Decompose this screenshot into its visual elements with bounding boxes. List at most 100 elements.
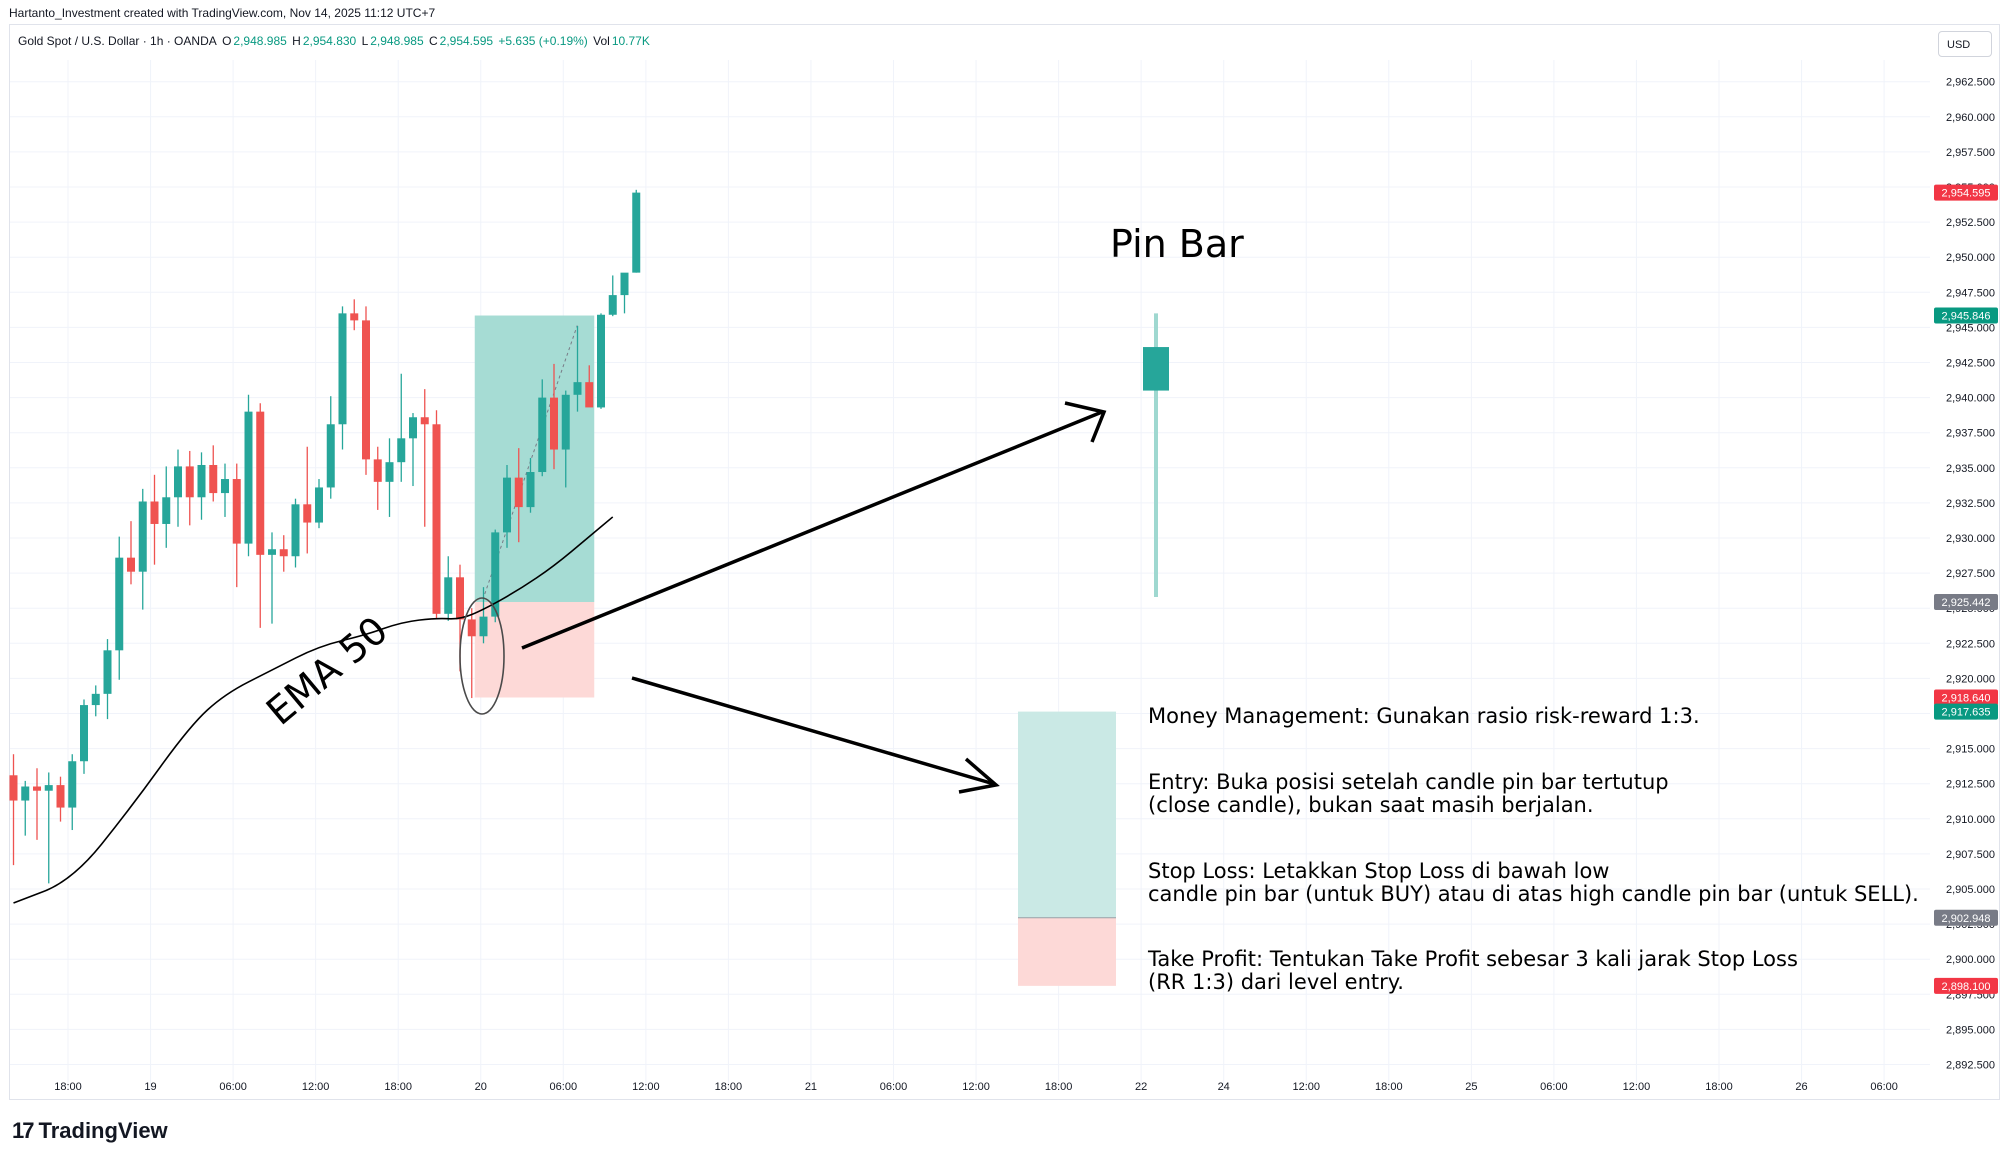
- pin-bar-highlight-ellipse: [459, 597, 505, 715]
- candle-body: [221, 479, 229, 494]
- high-value: 2,954.830: [302, 34, 357, 48]
- x-tick-label: 06:00: [1870, 1081, 1898, 1093]
- y-tick-label: 2,957.500: [1946, 147, 1995, 159]
- tradingview-logo-text: TradingView: [38, 1118, 168, 1143]
- x-tick-label: 06:00: [550, 1081, 578, 1093]
- price-badge-label: 2,945.846: [1942, 311, 1991, 323]
- candle-body: [80, 705, 88, 762]
- y-tick-label: 2,942.500: [1946, 358, 1995, 370]
- candle-body: [608, 295, 617, 315]
- price-badge: [1934, 184, 1998, 201]
- candle-body: [491, 532, 500, 617]
- y-tick-label: 2,927.500: [1946, 568, 1995, 580]
- take-profit-note: Take Profit: Tentukan Take Profit sebesa…: [1148, 948, 1798, 994]
- pin-bar-example-body: [1143, 347, 1169, 391]
- x-tick-label: 18:00: [715, 1081, 743, 1093]
- candle-body: [362, 320, 370, 460]
- stop-loss-line-2: candle pin bar (untuk BUY) atau di atas …: [1148, 882, 1919, 906]
- price-badge: [1934, 307, 1998, 324]
- x-tick-label: 18:00: [384, 1081, 412, 1093]
- x-tick-label: 12:00: [1292, 1081, 1320, 1093]
- x-tick-label: 26: [1795, 1081, 1807, 1093]
- x-tick-label: 18:00: [1375, 1081, 1403, 1093]
- candle-body: [209, 464, 218, 494]
- trade-path-line: [484, 325, 578, 595]
- candle-body: [514, 477, 523, 508]
- candle-body: [174, 466, 182, 498]
- price-badge: [1934, 703, 1998, 720]
- candle-body: [338, 313, 347, 425]
- candle-body: [197, 464, 206, 498]
- x-tick-label: 25: [1465, 1081, 1477, 1093]
- y-tick-label: 2,930.000: [1946, 533, 1995, 545]
- y-tick-label: 2,960.000: [1946, 112, 1995, 124]
- candle-body: [115, 557, 124, 651]
- symbol-name[interactable]: Gold Spot / U.S. Dollar · 1h · OANDA: [18, 34, 217, 48]
- mini-loss-zone: [1018, 917, 1116, 986]
- candle-body: [138, 501, 147, 572]
- candle-body: [232, 479, 241, 544]
- volume-value: 10.77K: [611, 34, 650, 48]
- candle-body: [503, 477, 511, 533]
- chart-credit: Hartanto_Investment created with Trading…: [9, 6, 436, 20]
- candle-body: [420, 417, 429, 425]
- candle-body: [585, 382, 594, 408]
- price-badge: [1934, 909, 1998, 926]
- candle-body: [9, 775, 18, 801]
- y-tick-label: 2,937.500: [1946, 428, 1995, 440]
- candle-body: [150, 501, 159, 524]
- candle-body: [620, 272, 629, 296]
- candle-body: [162, 497, 171, 524]
- y-tick-label: 2,945.000: [1946, 322, 1995, 334]
- x-tick-label: 18:00: [1705, 1081, 1733, 1093]
- y-tick-label: 2,905.000: [1946, 884, 1995, 896]
- close-value: 2,954.595: [439, 34, 494, 48]
- take-profit-line-1: Take Profit: Tentukan Take Profit sebesa…: [1148, 947, 1798, 971]
- y-tick-label: 2,907.500: [1946, 849, 1995, 861]
- y-tick-label: 2,900.000: [1946, 954, 1995, 966]
- candle-body: [279, 549, 288, 557]
- candle-body: [103, 650, 112, 694]
- candle-body: [479, 616, 488, 637]
- stop-loss-note: Stop Loss: Letakkan Stop Loss di bawah l…: [1148, 860, 1919, 906]
- candle-body: [244, 411, 253, 544]
- price-badge-label: 2,917.635: [1942, 707, 1991, 719]
- y-tick-label: 2,915.000: [1946, 744, 1995, 756]
- currency-button[interactable]: USD: [1938, 31, 1992, 57]
- y-tick-label: 2,920.000: [1946, 673, 1995, 685]
- candle-body: [68, 761, 77, 808]
- y-tick-label: 2,895.000: [1946, 1024, 1995, 1036]
- tradingview-logo[interactable]: 17 TradingView: [12, 1118, 168, 1144]
- candle-body: [561, 394, 570, 450]
- x-tick-label: 06:00: [880, 1081, 908, 1093]
- y-tick-label: 2,892.500: [1946, 1060, 1995, 1072]
- entry-note: Entry: Buka posisi setelah candle pin ba…: [1148, 771, 1669, 817]
- price-badge: [1934, 689, 1998, 706]
- change-value: +5.635 (+0.19%): [498, 34, 588, 48]
- high-label: H: [292, 34, 301, 48]
- price-badge-label: 2,925.442: [1942, 597, 1991, 609]
- candle-body: [526, 472, 535, 508]
- open-label: O: [222, 34, 232, 48]
- arrow-to-pin-bar: [521, 410, 1103, 650]
- low-value: 2,948.985: [370, 34, 424, 48]
- price-badge-label: 2,918.640: [1942, 692, 1991, 704]
- price-badge: [1934, 977, 1998, 994]
- candle-body: [467, 619, 476, 637]
- x-tick-label: 19: [144, 1081, 156, 1093]
- candle-body: [127, 557, 135, 572]
- candle-body: [56, 785, 65, 808]
- ohlc-legend: Gold Spot / U.S. Dollar · 1h · OANDA O 2,…: [18, 34, 652, 48]
- y-tick-label: 2,940.000: [1946, 393, 1995, 405]
- price-badge-label: 2,898.100: [1942, 981, 1991, 993]
- y-tick-label: 2,932.500: [1946, 498, 1995, 510]
- candle-body: [632, 192, 641, 273]
- x-tick-label: 06:00: [1540, 1081, 1568, 1093]
- candle-body: [550, 397, 558, 450]
- ema-50-line: [13, 516, 614, 904]
- x-tick-label: 21: [805, 1081, 817, 1093]
- tradingview-logo-icon: 17: [12, 1118, 35, 1143]
- x-tick-label: 12:00: [962, 1081, 990, 1093]
- y-tick-label: 2,910.000: [1946, 814, 1995, 826]
